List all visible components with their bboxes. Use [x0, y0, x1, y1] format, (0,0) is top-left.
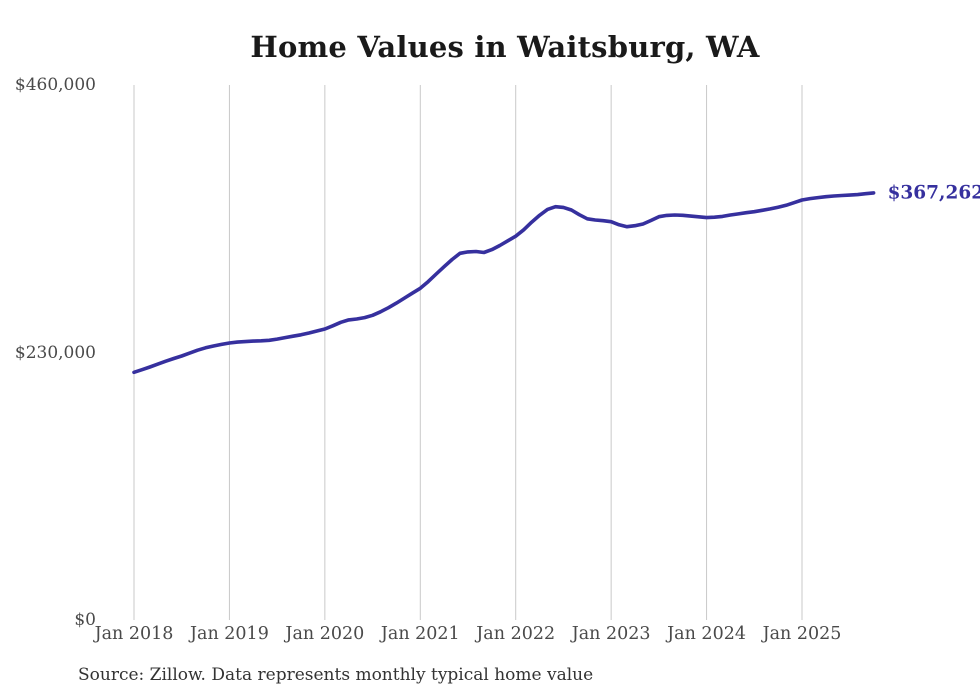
x-tick-label: Jan 2021 — [380, 624, 460, 644]
y-tick-label: $0 — [74, 610, 96, 630]
current-value-label: $367,262 — [887, 182, 980, 204]
chart-title: Home Values in Waitsburg, WA — [250, 30, 760, 64]
home-value-line — [132, 191, 876, 375]
x-tick-label: Jan 2020 — [285, 624, 365, 644]
x-tick-label: Jan 2018 — [94, 624, 174, 644]
x-tick-label: Jan 2024 — [667, 624, 746, 644]
y-tick-label: $460,000 — [14, 75, 96, 95]
x-tick-label: Jan 2019 — [190, 624, 269, 644]
year-gridlines — [133, 85, 803, 620]
x-tick-label: Jan 2025 — [762, 624, 842, 644]
source-note: Source: Zillow. Data represents monthly … — [78, 665, 594, 685]
y-tick-label: $230,000 — [14, 342, 96, 363]
x-tick-label: Jan 2022 — [476, 624, 556, 644]
x-tick-label: Jan 2023 — [571, 624, 651, 644]
